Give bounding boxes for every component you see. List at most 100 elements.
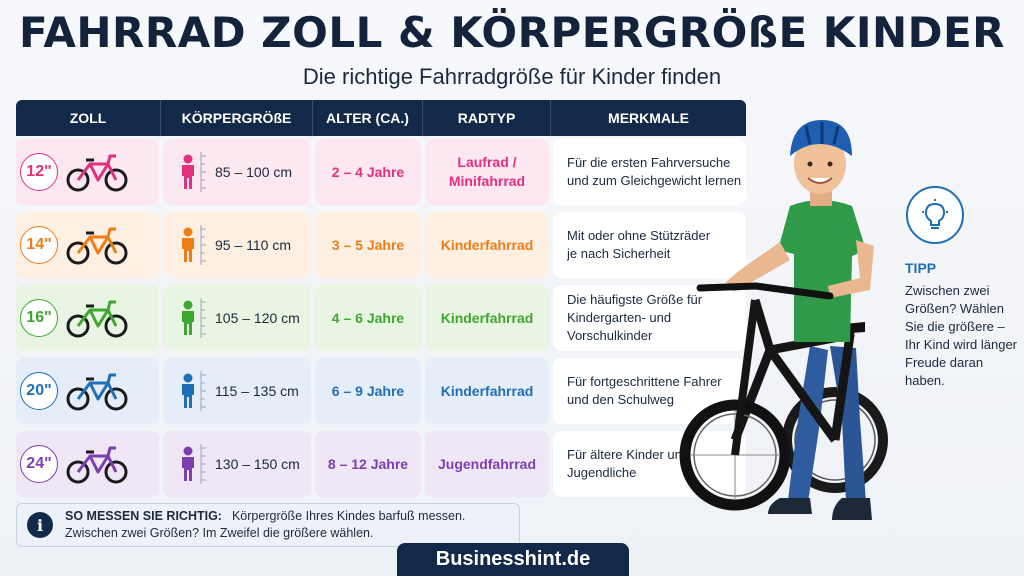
- features-cell: Für fortgeschrittene Fahrer und den Schul…: [553, 358, 746, 424]
- child-silhouette-icon: [182, 373, 194, 408]
- height-cell: 95 – 110 cm: [163, 212, 311, 278]
- table-row: 20" 115 – 135 cm 6 – 9 Jahre Kinderfahrrad F…: [16, 358, 746, 424]
- bike-type-value: Kinderfahrrad: [441, 382, 534, 401]
- zoll-size: 14": [20, 226, 58, 264]
- height-ruler-icon: [200, 298, 206, 338]
- height-ruler-icon: [200, 225, 206, 265]
- features-text: Für ältere Kinder und Jugendliche: [567, 446, 743, 482]
- header-merkmale: MERKMALE: [608, 110, 689, 126]
- height-cell: 85 – 100 cm: [163, 139, 311, 205]
- age-value: 2 – 4 Jahre: [331, 163, 405, 180]
- page-subtitle: Die richtige Fahrradgröße für Kinder fin…: [302, 64, 722, 89]
- zoll-cell: 16": [16, 285, 159, 351]
- table-row: 14" 95 – 110 cm 3 – 5 Jahre Kinderfahrrad Mi…: [16, 212, 746, 278]
- features-line-1: Für die ersten Fahrversuche: [567, 155, 731, 170]
- tipp-title: TIPP: [905, 260, 937, 276]
- height-cell: 105 – 120 cm: [163, 285, 311, 351]
- zoll-cell: 12": [16, 139, 159, 205]
- bike-type-value: Jugendfahrrad: [438, 455, 536, 474]
- features-line-1: Die häufigste Größe für: [567, 292, 703, 307]
- features-line-1: Für fortgeschrittene Fahrer: [567, 374, 722, 389]
- zoll-cell: 14": [16, 212, 159, 278]
- age-value: 3 – 5 Jahre: [331, 236, 405, 253]
- height-value: 105 – 120 cm: [215, 310, 300, 326]
- age-cell: 6 – 9 Jahre: [315, 358, 421, 424]
- features-line-2: Jugendliche: [567, 465, 637, 480]
- features-line-3: Vorschulkinder: [567, 328, 653, 343]
- bicycle-icon: [66, 154, 128, 192]
- bike-type-line-1: Kinderfahrrad: [440, 309, 534, 326]
- features-line-2: je nach Sicherheit: [567, 246, 671, 261]
- zoll-cell: 20": [16, 358, 159, 424]
- age-cell: 4 – 6 Jahre: [315, 285, 421, 351]
- header-koerpergroesse: KÖRPERGRÖßE: [161, 100, 313, 136]
- info-text: SO MESSEN SIE RICHTIG: Körpergröße Ihres …: [65, 508, 465, 542]
- age-value: 4 – 6 Jahre: [331, 309, 405, 326]
- zoll-cell: 24": [16, 431, 159, 497]
- header-radtyp: RADTYP: [423, 100, 551, 136]
- zoll-size: 24": [20, 445, 58, 483]
- features-text: Für die ersten Fahrversuche und zum Gleic…: [567, 154, 743, 190]
- bike-type-cell: Laufrad / Minifahrrad: [425, 139, 549, 205]
- features-cell: Für die ersten Fahrversuche und zum Gleic…: [553, 139, 746, 205]
- table-header: ZOLL KÖRPERGRÖßE ALTER (CA.) RADTYP MERK…: [16, 100, 746, 136]
- age-value: 6 – 9 Jahre: [331, 382, 405, 399]
- table-row: 12" 85 – 100 cm 2 – 4 Jahre Laufrad / Minifa…: [16, 139, 746, 205]
- height-cell: 130 – 150 cm: [163, 431, 311, 497]
- features-line-2: und den Schulweg: [567, 392, 674, 407]
- height-ruler-icon: [200, 371, 206, 411]
- bike-type-value: Kinderfahrrad: [441, 236, 534, 255]
- height-value: 115 – 135 cm: [215, 383, 299, 399]
- info-line-1: Körpergröße Ihres Kindes barfuß messen.: [231, 509, 466, 523]
- child-silhouette-icon: [182, 300, 194, 335]
- bike-type-cell: Jugendfahrrad: [425, 431, 549, 497]
- bike-type-line-1: Laufrad /: [457, 154, 517, 170]
- height-ruler-icon: [200, 444, 206, 484]
- brand-label: Businesshint.de: [397, 543, 629, 576]
- bike-type-value: Laufrad / Minifahrrad: [449, 153, 525, 191]
- bicycle-icon: [66, 227, 128, 265]
- features-text: Die häufigste Größe für Kindergarten- und…: [567, 291, 743, 345]
- age-cell: 2 – 4 Jahre: [315, 139, 421, 205]
- header-alter: ALTER (CA.): [313, 100, 423, 136]
- bike-type-cell: Kinderfahrrad: [425, 212, 549, 278]
- height-value: 130 – 150 cm: [215, 456, 300, 472]
- bike-type-cell: Kinderfahrrad: [425, 285, 549, 351]
- features-line-1: Für ältere Kinder und: [567, 447, 690, 462]
- measure-info-box: i SO MESSEN SIE RICHTIG: Körpergröße Ihre…: [16, 503, 520, 547]
- lightbulb-icon: [906, 186, 964, 244]
- features-line-1: Mit oder ohne Stützräder: [567, 228, 711, 243]
- tipp-text: Zwischen zwei Größen? Wählen Sie die grö…: [905, 283, 1017, 388]
- features-text: Mit oder ohne Stützräder je nach Sicherhe…: [567, 227, 743, 263]
- age-cell: 3 – 5 Jahre: [315, 212, 421, 278]
- bicycle-icon: [66, 446, 128, 484]
- header-zoll: ZOLL: [16, 100, 161, 136]
- bike-type-line-1: Kinderfahrrad: [440, 382, 534, 399]
- child-silhouette-icon: [182, 154, 194, 189]
- info-label: SO MESSEN SIE RICHTIG:: [65, 509, 222, 523]
- table-row: 24" 130 – 150 cm 8 – 12 Jahre Jugendfahrrad…: [16, 431, 746, 497]
- child-silhouette-icon: [182, 227, 194, 262]
- height-cell: 115 – 135 cm: [163, 358, 311, 424]
- bike-type-line-1: Jugendfahrrad: [437, 455, 536, 472]
- height-ruler-icon: [200, 152, 206, 192]
- boy-with-bicycle-image: [679, 120, 888, 520]
- features-line-2: und zum Gleichgewicht lernen: [567, 173, 742, 188]
- age-cell: 8 – 12 Jahre: [315, 431, 421, 497]
- height-value: 95 – 110 cm: [215, 237, 292, 253]
- features-text: Für fortgeschrittene Fahrer und den Schul…: [567, 373, 743, 409]
- zoll-size: 12": [20, 153, 58, 191]
- info-icon: i: [27, 512, 53, 538]
- bike-type-cell: Kinderfahrrad: [425, 358, 549, 424]
- age-value: 8 – 12 Jahre: [327, 455, 409, 472]
- zoll-size: 16": [20, 299, 58, 337]
- features-cell: Für ältere Kinder und Jugendliche: [553, 431, 746, 497]
- features-cell: Die häufigste Größe für Kindergarten- und…: [553, 285, 746, 351]
- bicycle-icon: [66, 373, 128, 411]
- bike-type-value: Kinderfahrrad: [441, 309, 534, 328]
- table-row: 16" 105 – 120 cm 4 – 6 Jahre Kinderfahrrad D…: [16, 285, 746, 351]
- info-line-2: Zwischen zwei Größen? Im Zweifel die grö…: [65, 526, 374, 540]
- zoll-size: 20": [20, 372, 58, 410]
- bike-type-line-1: Kinderfahrrad: [440, 236, 534, 253]
- page-title: FAHRRAD ZOLL & KÖRPERGRÖßE KINDER: [18, 8, 1006, 57]
